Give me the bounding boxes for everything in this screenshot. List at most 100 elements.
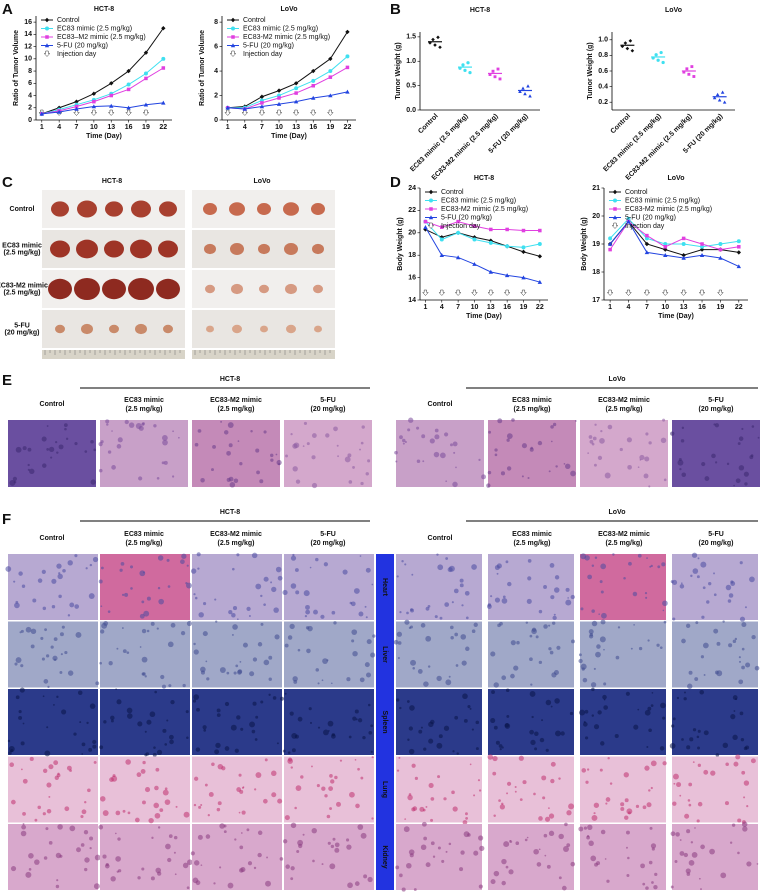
x-tick-label: 16 <box>698 304 706 311</box>
tissue-texture <box>56 773 61 778</box>
x-tick-label: 1 <box>40 124 44 131</box>
marker <box>230 43 236 48</box>
tissue-texture <box>411 573 414 576</box>
tissue-texture <box>240 832 243 834</box>
marker <box>628 39 633 43</box>
marker <box>328 75 333 79</box>
marker <box>472 237 477 242</box>
tissue-texture <box>358 611 364 617</box>
tissue-texture <box>672 717 676 721</box>
tissue-texture <box>311 765 313 768</box>
tissue-texture <box>437 775 441 779</box>
tissue-texture <box>330 844 335 849</box>
tissue-texture <box>336 444 339 447</box>
tissue-texture <box>102 810 109 816</box>
tissue-texture <box>743 780 750 786</box>
tissue-texture <box>5 566 12 572</box>
tissue-texture <box>462 820 468 825</box>
marker <box>608 236 613 241</box>
tissue-texture <box>139 613 145 619</box>
tissue-texture <box>100 796 106 802</box>
tissue-texture <box>563 846 569 853</box>
tissue-texture <box>349 601 353 605</box>
tissue-texture <box>138 476 143 481</box>
tissue-texture <box>672 801 677 806</box>
tissue-texture <box>432 855 436 858</box>
tissue-texture <box>234 838 237 841</box>
tissue-texture <box>226 450 231 456</box>
chart-title: HCT-8 <box>474 175 494 182</box>
tissue-texture <box>452 806 458 812</box>
tissue-texture <box>13 580 16 583</box>
tissue-texture <box>725 762 729 766</box>
tissue-texture <box>186 736 189 740</box>
tissue-texture <box>648 860 653 865</box>
series-line <box>227 91 348 110</box>
tissue-texture <box>48 446 55 453</box>
tissue-texture <box>529 691 536 697</box>
tissue-texture <box>157 555 164 561</box>
tissue-texture <box>529 447 534 452</box>
tissue-texture <box>372 634 376 638</box>
tissue-texture <box>193 649 199 655</box>
tissue-texture <box>754 665 760 671</box>
tissue-texture <box>200 666 206 673</box>
tissue-texture <box>20 664 24 668</box>
y-tick-label: 20 <box>408 230 416 237</box>
tissue-texture <box>590 855 597 862</box>
tissue-texture <box>740 737 745 742</box>
injection-arrow <box>454 289 462 296</box>
tissue-texture <box>231 613 236 618</box>
tissue-texture <box>144 675 147 678</box>
tissue-texture <box>137 876 141 880</box>
tissue-texture <box>46 448 50 451</box>
tissue-texture <box>741 821 748 828</box>
tissue-texture <box>145 752 150 756</box>
tissue-texture <box>200 477 205 483</box>
tissue-texture <box>64 806 70 812</box>
tissue-texture <box>365 567 371 573</box>
marker <box>644 241 650 247</box>
tissue-texture <box>399 706 402 710</box>
tissue-texture <box>554 698 560 704</box>
tissue-texture <box>702 642 709 649</box>
tissue-texture <box>503 841 510 848</box>
tissue-texture <box>743 796 746 799</box>
tissue-image <box>580 689 666 755</box>
tissue-texture <box>733 710 736 712</box>
tissue-texture <box>738 660 742 663</box>
marker <box>644 250 650 255</box>
tissue-texture <box>107 450 112 454</box>
tissue-texture <box>742 826 748 832</box>
tissue-texture <box>588 435 593 439</box>
tissue-texture <box>67 614 71 617</box>
marker <box>620 44 625 49</box>
tissue-texture <box>699 689 705 695</box>
tissue-texture <box>365 472 369 476</box>
y-axis-label: Body Weight (g) <box>581 217 588 271</box>
tissue-texture <box>324 794 328 798</box>
tissue-texture <box>589 633 593 637</box>
tissue-texture <box>569 711 574 716</box>
tissue-texture <box>749 455 754 460</box>
tissue-texture <box>741 622 747 628</box>
cell-line-title: HCT-8 <box>220 376 240 383</box>
tissue-texture <box>292 466 298 472</box>
tissue-texture <box>642 805 647 810</box>
tissue-texture <box>619 447 623 452</box>
marker <box>74 99 79 104</box>
tissue-texture <box>420 844 427 851</box>
marker <box>456 230 461 235</box>
tissue-texture <box>696 735 700 739</box>
tumor <box>131 200 151 218</box>
tissue-texture <box>521 443 527 449</box>
tissue-texture <box>53 637 58 641</box>
tissue-texture <box>396 698 400 702</box>
tissue-texture <box>295 785 302 791</box>
tissue-texture <box>498 744 503 748</box>
marker <box>651 56 655 60</box>
tissue-texture <box>550 440 553 443</box>
tissue-texture <box>351 629 358 636</box>
tissue-texture <box>654 872 658 877</box>
tissue-texture <box>496 572 499 575</box>
